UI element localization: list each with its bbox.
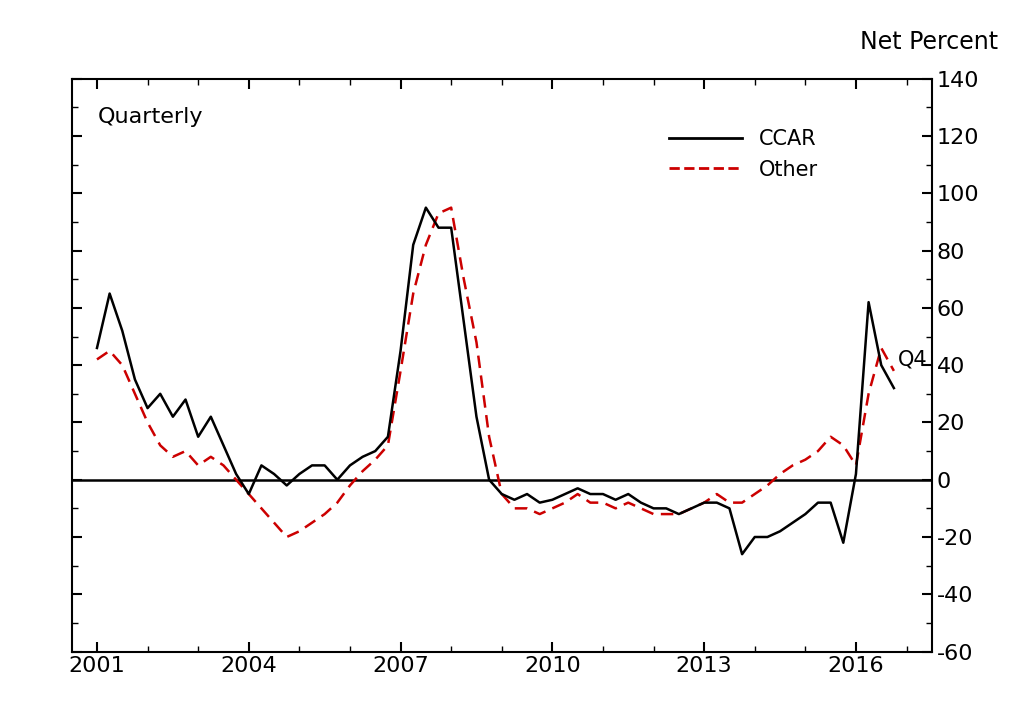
Other bbox=[635, 504, 647, 513]
Other bbox=[193, 461, 205, 470]
Other bbox=[91, 355, 103, 364]
CCAR bbox=[546, 495, 558, 504]
Other bbox=[508, 504, 520, 513]
CCAR bbox=[420, 203, 432, 212]
Other bbox=[888, 367, 900, 375]
CCAR bbox=[91, 344, 103, 352]
Other bbox=[623, 498, 635, 507]
CCAR bbox=[609, 495, 622, 504]
CCAR bbox=[623, 490, 635, 498]
Other bbox=[445, 203, 458, 212]
Legend: CCAR, Other: CCAR, Other bbox=[670, 130, 818, 180]
Text: Q4: Q4 bbox=[897, 349, 927, 369]
Line: Other: Other bbox=[97, 208, 894, 537]
Line: CCAR: CCAR bbox=[97, 208, 894, 554]
Other bbox=[281, 533, 293, 541]
CCAR bbox=[496, 490, 508, 498]
CCAR bbox=[736, 550, 749, 558]
CCAR bbox=[432, 223, 444, 232]
CCAR bbox=[193, 432, 205, 441]
Other bbox=[559, 498, 571, 507]
Other bbox=[432, 209, 444, 218]
Text: Quarterly: Quarterly bbox=[97, 107, 203, 127]
CCAR bbox=[888, 384, 900, 392]
Text: Net Percent: Net Percent bbox=[860, 29, 998, 54]
